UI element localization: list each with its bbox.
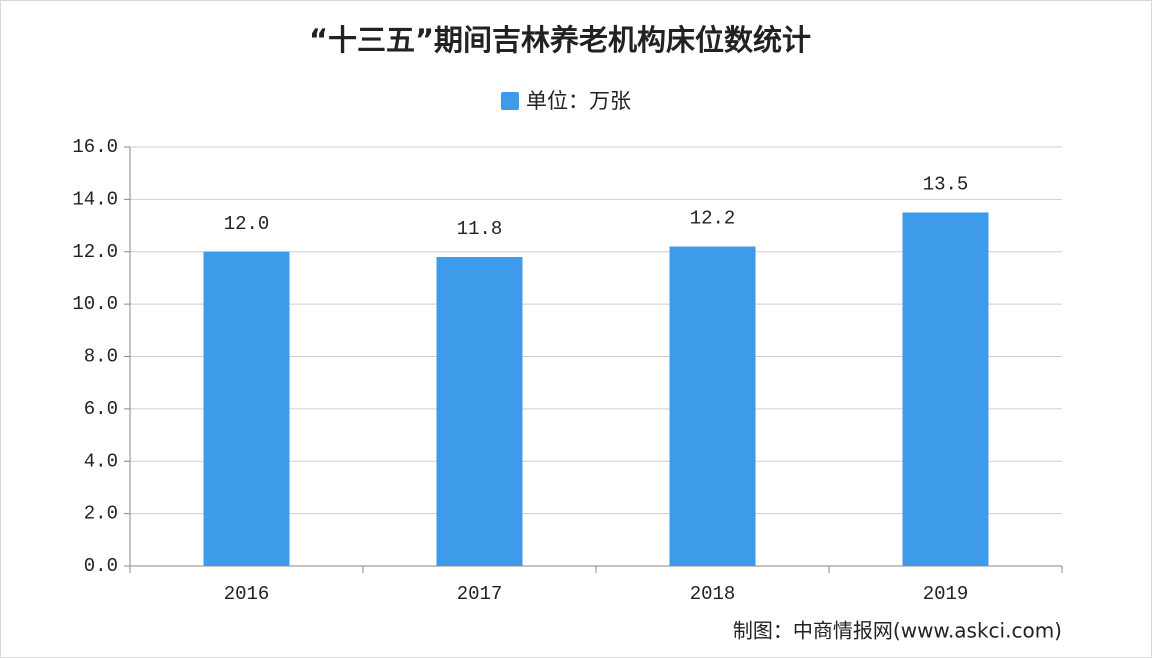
value-label: 13.5 — [923, 173, 969, 195]
legend-swatch — [501, 92, 519, 110]
bar — [669, 246, 756, 566]
bar — [203, 251, 290, 566]
x-tick-label: 2019 — [923, 583, 969, 605]
x-tick-label: 2016 — [224, 583, 270, 605]
source-note: 制图：中商情报网(www.askci.com) — [733, 619, 1062, 643]
legend-label: 单位：万张 — [526, 89, 631, 113]
bar — [902, 212, 989, 566]
y-tick-label: 16.0 — [72, 136, 118, 158]
y-tick-label: 8.0 — [84, 346, 118, 368]
y-tick-label: 14.0 — [72, 188, 118, 210]
y-tick-label: 12.0 — [72, 241, 118, 263]
y-tick-label: 10.0 — [72, 293, 118, 315]
x-tick-label: 2018 — [690, 583, 736, 605]
y-tick-label: 2.0 — [84, 503, 118, 525]
chart-title: “十三五”期间吉林养老机构床位数统计 — [309, 23, 811, 57]
x-tick-label: 2017 — [457, 583, 503, 605]
y-tick-label: 0.0 — [84, 555, 118, 577]
value-label: 12.0 — [224, 213, 270, 235]
y-tick-label: 6.0 — [84, 398, 118, 420]
value-label: 12.2 — [690, 208, 736, 230]
y-tick-label: 4.0 — [84, 450, 118, 472]
bar — [436, 256, 523, 566]
value-label: 11.8 — [457, 218, 503, 240]
